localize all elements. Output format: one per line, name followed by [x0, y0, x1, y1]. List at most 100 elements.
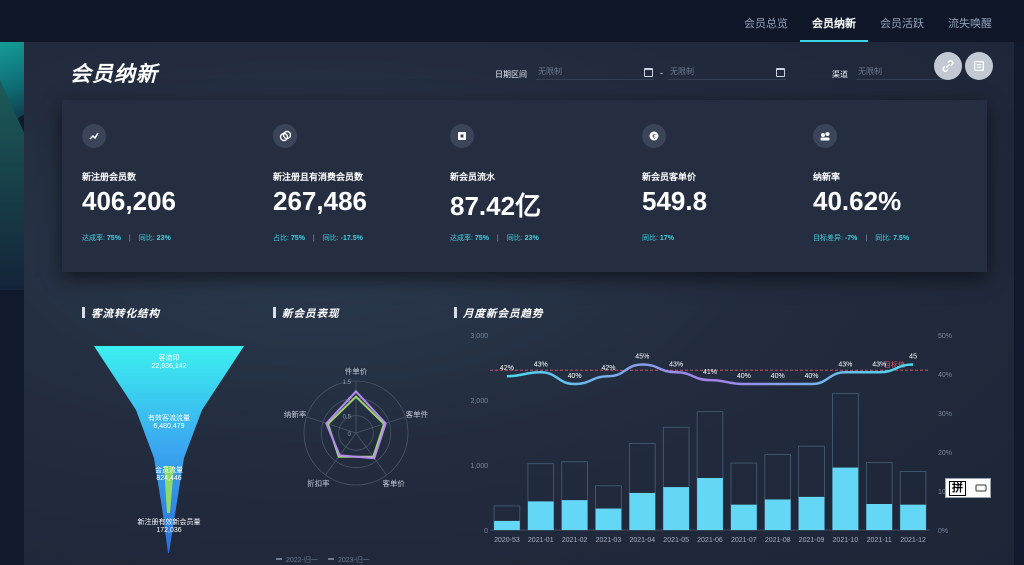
trend-icon — [82, 124, 106, 148]
calendar-icon[interactable] — [776, 68, 785, 77]
funnel-stage-value: 172,036 — [156, 527, 181, 534]
main-panel: 会员纳新 日期区间 无限制 - 无限制 渠道 无限制 新注册会员数 406,206… — [24, 42, 1014, 565]
x-tick-label: 2021-06 — [697, 537, 723, 544]
ime-indicator[interactable]: 拼 — [945, 478, 991, 498]
radar-section-title: 新会员表现 — [273, 306, 340, 321]
x-tick-label: 2021-04 — [629, 537, 655, 544]
funnel-stage-label: 客流印 — [159, 353, 180, 362]
bar — [494, 520, 520, 530]
coins-icon — [273, 124, 297, 148]
kpi-item: 新会员流水 87.42亿 达成率: 75% | 同比: 23% — [430, 100, 600, 272]
line-data-label: 43% — [872, 361, 886, 368]
export-button[interactable] — [965, 52, 993, 80]
separator: | — [312, 235, 315, 242]
kpi-sub-value: 75% — [290, 235, 305, 242]
funnel-stage-label: 新注册有效新会员量 — [138, 517, 201, 526]
line-data-label: 42% — [500, 365, 514, 372]
bar — [798, 496, 825, 530]
kpi-item: € 新会员客单价 549.8 同比: 17% — [622, 100, 792, 272]
kpi-sub-value: 75% — [106, 235, 121, 242]
radar-indicator-label: 客单件 — [406, 409, 429, 419]
bar — [697, 478, 723, 530]
legend-label: 2022-归一 — [286, 555, 318, 564]
kpi-item: 纳新率 40.62% 目标差异: -7% | 同比: 7.5% — [793, 100, 963, 272]
tab-bar: 会员总览 会员纳新 会员活跃 流失唤醒 — [732, 10, 1004, 42]
line-data-label: 42% — [601, 365, 615, 372]
link-icon — [942, 60, 954, 72]
kpi-sub-label: 同比: — [138, 235, 155, 242]
x-tick-label: 2021-09 — [799, 537, 825, 544]
bar — [629, 492, 656, 530]
kpi-value: 549.8 — [642, 186, 708, 216]
kpi-sub-value: 23% — [524, 235, 539, 242]
funnel-shape — [94, 346, 244, 553]
date-range-label: 日期区间 — [495, 70, 527, 79]
radar-axis — [325, 432, 357, 476]
kpi-label: 纳新率 — [813, 172, 841, 182]
kpi-label: 新会员流水 — [450, 172, 496, 182]
x-tick-label: 2021-10 — [833, 537, 859, 544]
channel-label: 渠道 — [832, 70, 848, 79]
tab-3[interactable]: 会员活跃 — [880, 18, 924, 30]
bar — [764, 499, 791, 530]
radar-indicator-label: 纳新率 — [284, 409, 307, 419]
y-tick-label: 0 — [484, 528, 488, 535]
separator: | — [865, 235, 868, 242]
date-start-input[interactable]: 无限制 — [536, 64, 654, 80]
page-title: 会员纳新 — [70, 63, 158, 86]
bar — [561, 500, 588, 530]
channel-select[interactable]: 无限制 — [856, 64, 946, 80]
separator: | — [496, 235, 499, 242]
kpi-sub: 达成率: 75% | 同比: 23% — [82, 233, 171, 243]
kpi-card: 新注册会员数 406,206 达成率: 75% | 同比: 23% 新注册且有消费会员数 2… — [62, 100, 987, 272]
kpi-item: 新注册会员数 406,206 达成率: 75% | 同比: 23% — [62, 100, 232, 272]
y-right-tick-label: 30% — [938, 411, 952, 418]
y-right-tick-label: 50% — [938, 333, 952, 340]
radar-scale-label: 1 — [348, 397, 352, 403]
export-icon — [973, 60, 985, 72]
line-data-label: 43% — [534, 361, 548, 368]
line-data-label: 40% — [737, 373, 751, 380]
trend-chart: 01,0002,0003,0000%10%20%30%40%50%2020-53… — [470, 333, 952, 544]
kpi-sub: 占比: 75% | 同比: -17.5% — [273, 233, 363, 243]
kpi-sub-label: 同比: — [506, 235, 523, 242]
kpi-value: 267,486 — [273, 186, 367, 216]
kpi-value: 406,206 — [82, 186, 176, 216]
trend-section-title: 月度新会员趋势 — [454, 306, 544, 321]
radar-axis — [355, 416, 406, 434]
bar — [866, 504, 893, 530]
x-tick-label: 2021-12 — [900, 537, 926, 544]
funnel-stage-label: 会员流量 — [155, 465, 183, 474]
tab-2[interactable]: 会员纳新 — [800, 10, 868, 42]
radar-axis — [355, 432, 387, 476]
funnel-stage-value: 824,446 — [156, 475, 181, 482]
bar — [832, 467, 859, 530]
radar-indicator-label: 折扣率 — [307, 478, 330, 488]
kpi-sub-value: -17.5% — [340, 235, 363, 242]
link-button[interactable] — [934, 52, 962, 80]
y-tick-label: 3,000 — [470, 333, 488, 340]
x-tick-label: 2021-11 — [867, 537, 892, 544]
x-tick-label: 2021-03 — [596, 537, 622, 544]
date-end-input[interactable]: 无限制 — [668, 64, 786, 80]
funnel-stage-value: 22,936,142 — [151, 363, 186, 370]
radar-indicator-label: 客单价 — [382, 478, 405, 488]
users-icon — [813, 124, 837, 148]
kpi-item: 新注册且有消费会员数 267,486 占比: 75% | 同比: -17.5% — [253, 100, 423, 272]
line-data-label: 40% — [771, 373, 785, 380]
top-navigation: 会员总览 会员纳新 会员活跃 流失唤醒 — [0, 0, 1024, 42]
kpi-sub-label: 同比: — [875, 235, 892, 242]
tab-4[interactable]: 流失唤醒 — [948, 18, 992, 30]
y-right-tick-label: 40% — [938, 372, 952, 379]
calendar-icon[interactable] — [644, 68, 653, 77]
kpi-sub-label: 占比: — [273, 235, 289, 242]
tab-1[interactable]: 会员总览 — [744, 18, 788, 30]
ime-label: 拼 — [949, 480, 966, 496]
x-tick-label: 2021-05 — [663, 537, 689, 544]
line-data-label: 43% — [669, 361, 683, 368]
line-data-label: 45% — [635, 354, 649, 361]
bar — [730, 504, 757, 530]
radar-indicator-label: 件单价 — [345, 366, 368, 376]
radar-scale-label: 0 — [348, 432, 352, 438]
